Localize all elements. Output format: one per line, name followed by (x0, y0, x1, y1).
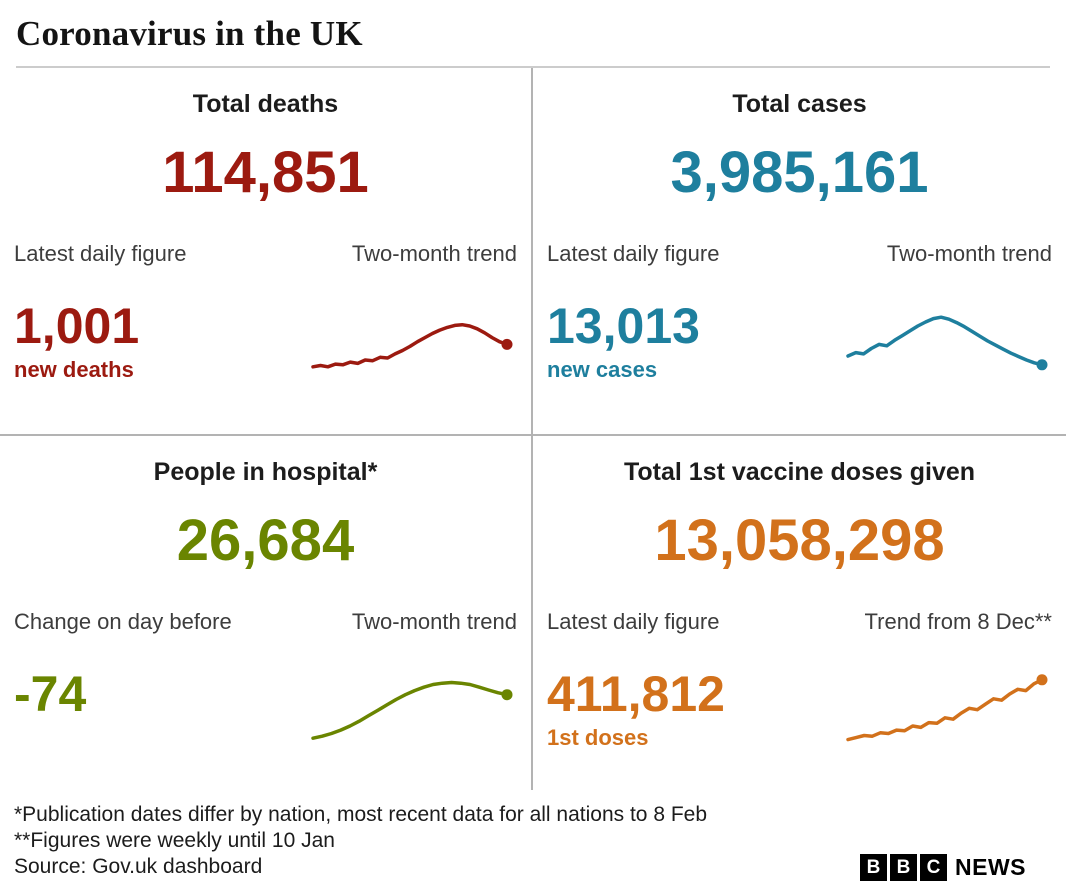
daily-doses-value: 411,812 (547, 666, 725, 723)
daily-figure-block: -74 (14, 668, 86, 753)
daily-figure-block: 411,812 1st doses (547, 668, 725, 753)
daily-figure-label: Latest daily figure (547, 240, 720, 266)
trend-label: Two-month trend (886, 240, 1052, 266)
panel-heading: People in hospital* (153, 458, 378, 486)
title-divider (16, 66, 1050, 68)
hospital-change-label (14, 725, 86, 753)
vaccine-total-value: 13,058,298 (654, 508, 945, 573)
bbc-logo-box-b2: B (890, 854, 917, 881)
daily-figure-block: 13,013 new cases (547, 300, 700, 385)
hospital-change-value: -74 (14, 666, 87, 723)
trend-label: Two-month trend (351, 240, 517, 266)
daily-deaths-label: new deaths (14, 356, 134, 382)
trend-label: Trend from 8 Dec** (864, 608, 1052, 634)
bbc-news-text: NEWS (955, 854, 1026, 880)
total-deaths-value: 114,851 (162, 140, 369, 205)
daily-figure-label: Latest daily figure (14, 240, 187, 266)
bbc-logo-box-c: C (920, 854, 947, 881)
change-label: Change on day before (14, 608, 232, 634)
trend-label: Two-month trend (351, 608, 517, 634)
page-title: Coronavirus in the UK (16, 14, 363, 53)
panel-vaccine-doses: Total 1st vaccine doses given 13,058,298… (533, 436, 1066, 790)
source-note: Source: Gov.uk dashboard (14, 855, 263, 878)
total-cases-value: 3,985,161 (670, 140, 929, 205)
panel-total-cases: Total cases 3,985,161 Latest daily figur… (533, 68, 1066, 436)
daily-deaths-value: 1,001 (14, 298, 140, 355)
bbc-logo-box-b1: B (860, 854, 887, 881)
cases-trend-sparkline (846, 315, 1048, 371)
footnote-publication-dates: *Publication dates differ by nation, mos… (14, 803, 708, 826)
hospital-total-value: 26,684 (176, 508, 355, 573)
panel-heading: Total 1st vaccine doses given (623, 458, 976, 486)
hospital-trend-sparkline (311, 680, 513, 740)
vaccine-trend-sparkline (846, 674, 1048, 742)
footer: *Publication dates differ by nation, mos… (0, 790, 1066, 895)
panel-people-in-hospital: People in hospital* 26,684 Change on day… (0, 436, 533, 790)
daily-doses-label: 1st doses (547, 724, 649, 750)
footnote-weekly-figures: **Figures were weekly until 10 Jan (14, 829, 335, 852)
bbc-news-logo: B B C NEWS (857, 854, 1026, 881)
stats-grid: Total deaths 114,851 Latest daily figure… (0, 68, 1066, 790)
daily-figure-label: Latest daily figure (547, 608, 720, 634)
daily-figure-block: 1,001 new deaths (14, 300, 139, 385)
panel-heading: Total deaths (192, 90, 339, 118)
header: Coronavirus in the UK (0, 0, 1066, 68)
daily-cases-value: 13,013 (547, 298, 700, 355)
daily-cases-label: new cases (547, 356, 658, 382)
panel-total-deaths: Total deaths 114,851 Latest daily figure… (0, 68, 533, 436)
panel-heading: Total cases (732, 90, 867, 118)
deaths-trend-sparkline (311, 322, 513, 369)
